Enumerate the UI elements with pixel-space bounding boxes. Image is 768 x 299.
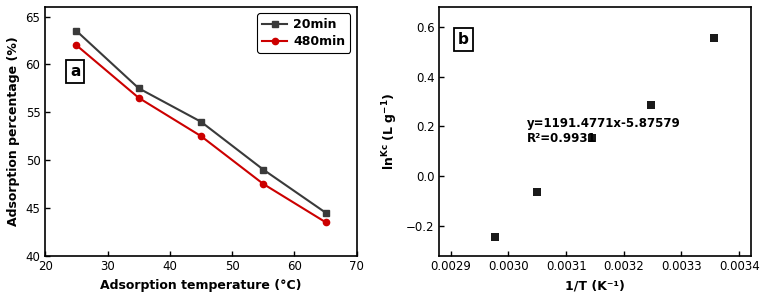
Point bbox=[707, 36, 720, 40]
Text: b: b bbox=[458, 32, 468, 47]
Point bbox=[645, 103, 657, 108]
Legend: 20min, 480min: 20min, 480min bbox=[257, 13, 350, 53]
20min bbox=[71, 29, 81, 33]
480min bbox=[259, 182, 268, 186]
480min bbox=[134, 96, 144, 100]
Point bbox=[586, 135, 598, 140]
20min bbox=[134, 86, 144, 90]
X-axis label: Adsorption temperature (°C): Adsorption temperature (°C) bbox=[100, 279, 302, 292]
Y-axis label: Adsorption percentage (%): Adsorption percentage (%) bbox=[7, 36, 20, 226]
480min bbox=[71, 43, 81, 47]
Point bbox=[488, 235, 501, 239]
Text: a: a bbox=[70, 64, 81, 79]
X-axis label: 1/T (K⁻¹): 1/T (K⁻¹) bbox=[565, 279, 625, 292]
Point bbox=[531, 190, 543, 195]
Text: y=1191.4771x-5.87579
R²=0.9931: y=1191.4771x-5.87579 R²=0.9931 bbox=[527, 117, 680, 145]
20min bbox=[197, 120, 206, 123]
480min bbox=[321, 220, 330, 224]
20min bbox=[259, 168, 268, 171]
Line: 480min: 480min bbox=[73, 42, 329, 225]
20min bbox=[321, 211, 330, 214]
Line: 20min: 20min bbox=[73, 28, 329, 216]
Y-axis label: $\mathbf{ln^{Kc}}$ $\mathbf{(L\ g^{-1})}$: $\mathbf{ln^{Kc}}$ $\mathbf{(L\ g^{-1})}… bbox=[381, 93, 400, 170]
480min bbox=[197, 134, 206, 138]
